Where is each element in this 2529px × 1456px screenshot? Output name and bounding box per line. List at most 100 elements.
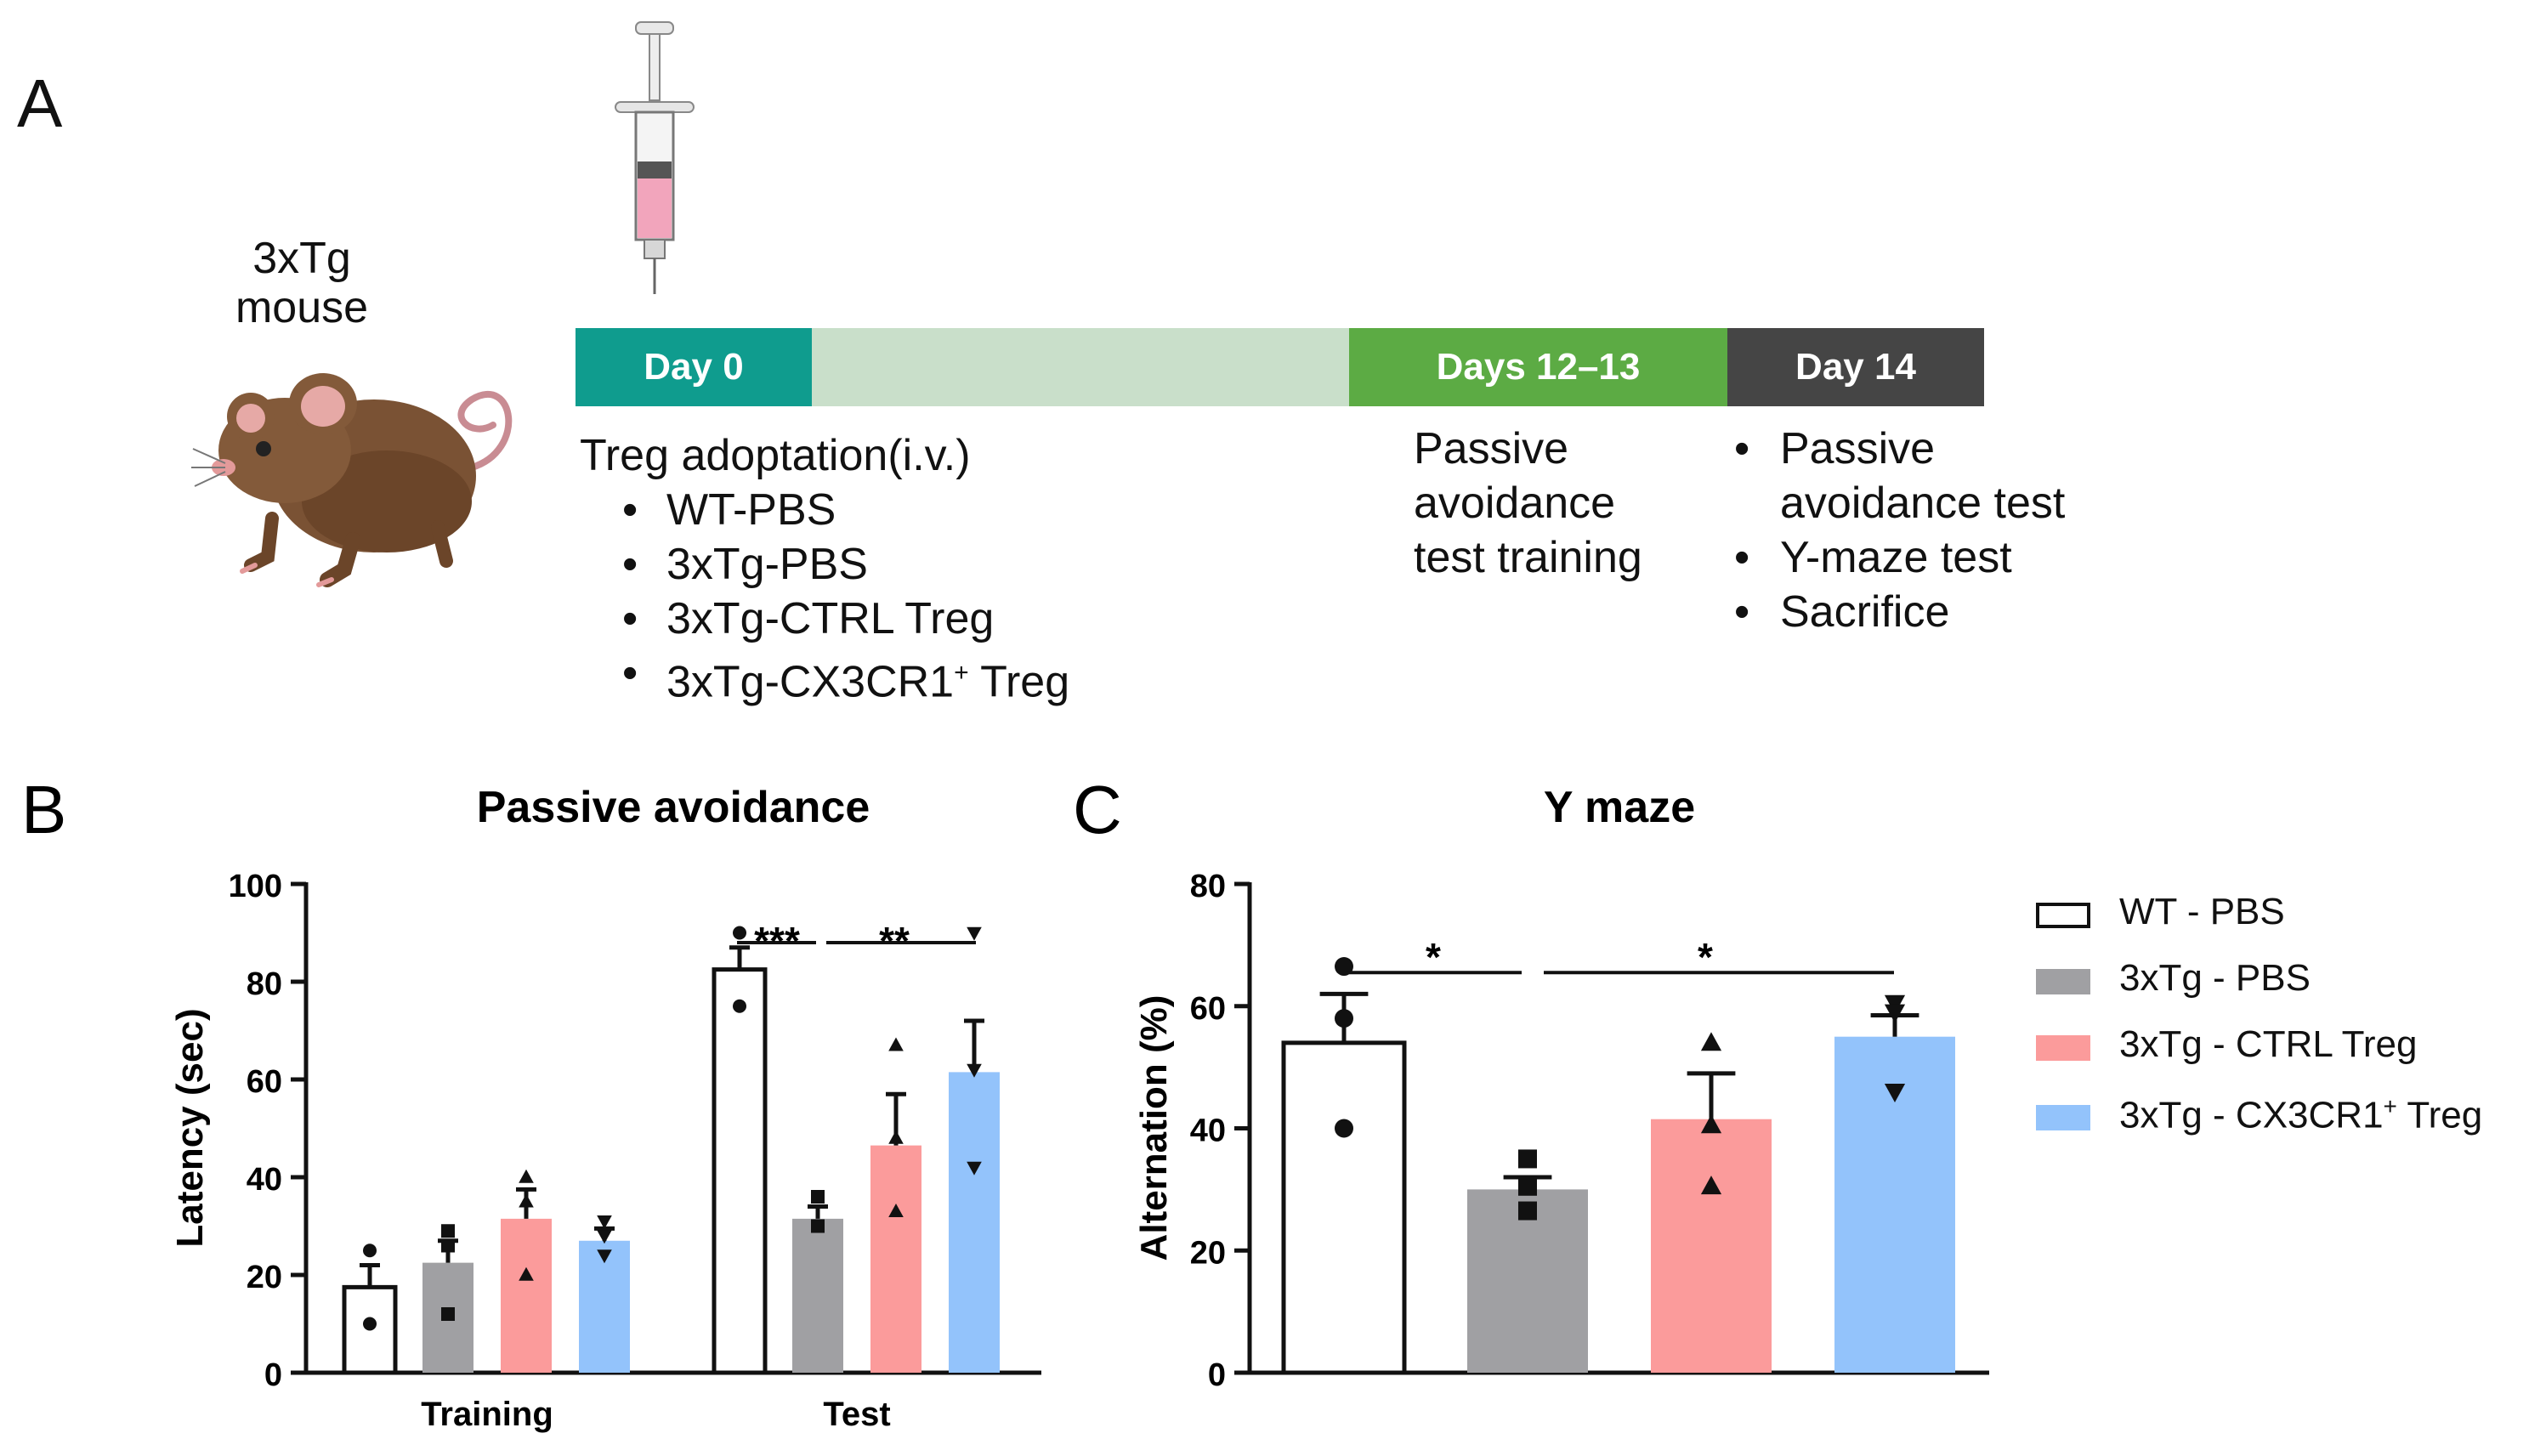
data-point <box>363 1317 377 1331</box>
data-point <box>888 1204 904 1218</box>
data-point <box>1700 1032 1722 1051</box>
chart-title: Y maze <box>1544 783 1695 832</box>
training-line: test training <box>1414 533 1642 582</box>
data-point <box>363 1244 377 1258</box>
data-point <box>811 1190 825 1204</box>
y-tick-label: 60 <box>247 1064 282 1100</box>
legend-label-text: 3xTg - CX3CR1 <box>2119 1094 2384 1136</box>
group-name: 3xTg-CX3CR1 <box>666 657 955 707</box>
group-item: 3xTg-CX3CR1+ Treg <box>615 646 1069 709</box>
timeline-days12-13: Days 12–13 <box>1349 328 1727 406</box>
data-point <box>441 1224 455 1238</box>
y-tick-label: 0 <box>264 1357 282 1393</box>
bar <box>1281 1040 1407 1375</box>
data-point <box>811 1219 825 1233</box>
legend-label: 3xTg - CTRL Treg <box>2119 1023 2418 1065</box>
day14-item-text: Passive <box>1780 424 1936 473</box>
syringe-icon <box>615 21 695 294</box>
panel-letter-a: A <box>17 65 63 141</box>
timeline-day14: Day 14 <box>1727 328 1984 406</box>
y-tick-label: 60 <box>1190 991 1226 1027</box>
legend-label: 3xTg - CX3CR1+ Treg <box>2119 1093 2482 1137</box>
data-point <box>1335 1009 1353 1028</box>
mouse-icon <box>191 373 513 587</box>
data-point <box>1884 1004 1906 1023</box>
data-point <box>1700 1114 1722 1134</box>
day14-item: Passive avoidance test <box>1727 422 2065 530</box>
x-tick-label: Training <box>421 1396 553 1433</box>
mouse-label-line1: 3xTg <box>252 234 351 283</box>
panel-letter-b: B <box>21 772 66 847</box>
legend-label: 3xTg - PBS <box>2119 957 2311 999</box>
significance-label: *** <box>754 919 800 963</box>
significance-label: * <box>1698 935 1713 979</box>
legend-swatch <box>2036 1035 2090 1061</box>
group-list: WT-PBS 3xTg-PBS 3xTg-CTRL Treg 3xTg-CX3C… <box>615 483 1069 709</box>
bar <box>870 1145 921 1373</box>
data-point <box>597 1230 612 1244</box>
data-point <box>967 1063 982 1078</box>
data-point <box>1518 1149 1537 1169</box>
legend-swatch <box>2036 1105 2090 1130</box>
chart-title: Passive avoidance <box>477 783 870 832</box>
y-tick-label: 80 <box>1190 869 1226 904</box>
data-point <box>519 1169 534 1183</box>
y-tick-label: 20 <box>1190 1235 1226 1271</box>
training-line: avoidance <box>1414 479 1616 528</box>
timeline-day0: Day 0 <box>576 328 812 406</box>
bar <box>792 1218 843 1373</box>
data-point <box>733 926 746 940</box>
bar <box>949 1072 1000 1373</box>
bar <box>1651 1119 1772 1373</box>
timeline-interval <box>812 328 1349 406</box>
panel-letter-c: C <box>1073 772 1122 847</box>
group-item: WT-PBS <box>615 483 1069 537</box>
significance-label: * <box>1426 935 1441 979</box>
training-line: Passive <box>1414 424 1569 473</box>
group-item: 3xTg-CTRL Treg <box>615 592 1069 646</box>
data-point <box>967 926 982 941</box>
adoption-title: Treg adoptation(i.v.) <box>580 431 971 480</box>
data-point <box>1518 1201 1537 1221</box>
data-point <box>888 1037 904 1051</box>
legend-swatch <box>2036 969 2090 994</box>
group-suffix: Treg <box>980 657 1070 707</box>
group-sup: + <box>954 659 969 687</box>
day14-item: Y-maze test <box>1727 530 2065 585</box>
training-block: Passive avoidance test training <box>1414 422 1642 585</box>
data-point <box>967 1161 982 1176</box>
day14-item-text: avoidance test <box>1780 479 2066 528</box>
data-point <box>519 1193 534 1208</box>
mouse-label-line2: mouse <box>235 283 369 332</box>
legend-sup: + <box>2383 1093 2397 1119</box>
y-axis-label: Alternation (%) <box>1133 995 1175 1261</box>
data-point <box>441 1238 455 1253</box>
legend-label: WT - PBS <box>2119 891 2285 932</box>
data-point <box>1700 1176 1722 1195</box>
y-tick-label: 40 <box>1190 1113 1226 1149</box>
y-tick-label: 80 <box>247 966 282 1002</box>
x-tick-label: Test <box>823 1396 890 1433</box>
y-tick-label: 0 <box>1208 1357 1226 1393</box>
day14-block: Passive avoidance test Y-maze test Sacrif… <box>1727 422 2065 639</box>
significance-label: ** <box>879 919 910 963</box>
data-point <box>597 1249 612 1264</box>
y-tick-label: 40 <box>247 1162 282 1198</box>
data-point <box>733 999 746 1013</box>
y-axis-label: Latency (sec) <box>169 1008 211 1247</box>
adoption-block: Treg adoptation(i.v.) WT-PBS 3xTg-PBS 3x… <box>580 428 1069 709</box>
group-item: 3xTg-PBS <box>615 537 1069 592</box>
legend-label-suffix: Treg <box>2407 1094 2483 1136</box>
bar <box>712 967 768 1375</box>
bar <box>501 1218 552 1373</box>
data-point <box>519 1266 534 1281</box>
data-point <box>1884 1084 1906 1103</box>
data-point <box>1335 1119 1353 1138</box>
data-point <box>441 1307 455 1321</box>
mouse-label: 3xTg mouse <box>204 234 400 332</box>
day14-item: Sacrifice <box>1727 585 2065 639</box>
legend-swatch <box>2036 903 2090 928</box>
data-point <box>597 1215 612 1229</box>
data-point <box>1518 1176 1537 1196</box>
